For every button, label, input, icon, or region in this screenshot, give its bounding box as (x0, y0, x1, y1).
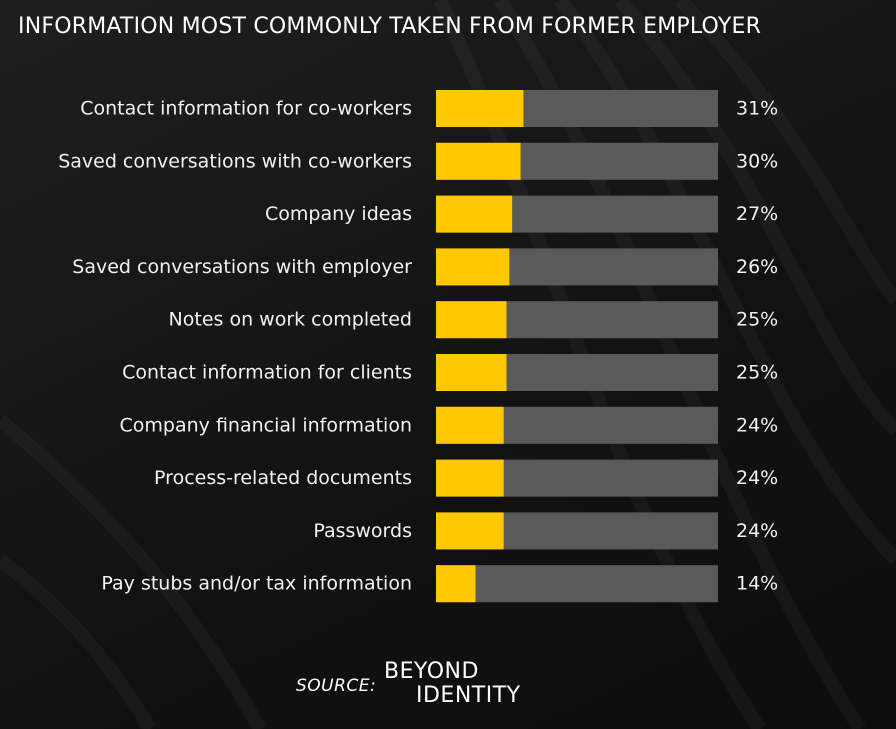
bar-chart: Contact information for co-workers 31% Sav… (58, 90, 778, 603)
bar (436, 354, 507, 391)
category-label: Passwords (313, 520, 412, 542)
category-label: Contact information for clients (122, 362, 412, 384)
brand-line2: IDENTITY (416, 683, 521, 708)
value-label: 24% (736, 467, 778, 489)
category-label: Notes on work completed (169, 309, 412, 331)
bar (436, 565, 476, 603)
bar (436, 406, 504, 444)
category-label: Saved conversations with co-workers (58, 150, 412, 172)
brand-logo: BEYOND IDENTITY (384, 660, 521, 708)
value-label: 31% (736, 98, 778, 120)
bar (436, 90, 524, 127)
category-label: Process-related documents (154, 467, 412, 489)
value-label: 24% (736, 520, 778, 542)
bar (436, 301, 507, 339)
category-label: Saved conversations with employer (72, 256, 412, 278)
chart-title: INFORMATION MOST COMMONLY TAKEN FROM FOR… (18, 14, 762, 39)
bar-track (436, 565, 718, 603)
bar (436, 459, 504, 497)
bar (436, 195, 513, 233)
value-label: 24% (736, 414, 778, 436)
brand-line1: BEYOND (384, 659, 479, 684)
category-label: Company financial information (120, 414, 412, 436)
bar (436, 248, 510, 286)
value-label: 25% (736, 362, 778, 384)
source-label: SOURCE: (296, 676, 377, 696)
category-label: Pay stubs and/or tax information (101, 573, 412, 595)
value-label: 14% (736, 573, 778, 595)
value-label: 27% (736, 203, 778, 225)
bar (436, 142, 521, 180)
category-label: Contact information for co-workers (80, 98, 412, 120)
category-label: Company ideas (265, 203, 412, 225)
value-label: 26% (736, 256, 778, 278)
value-label: 30% (736, 150, 778, 172)
value-label: 25% (736, 309, 778, 331)
bar (436, 512, 504, 550)
